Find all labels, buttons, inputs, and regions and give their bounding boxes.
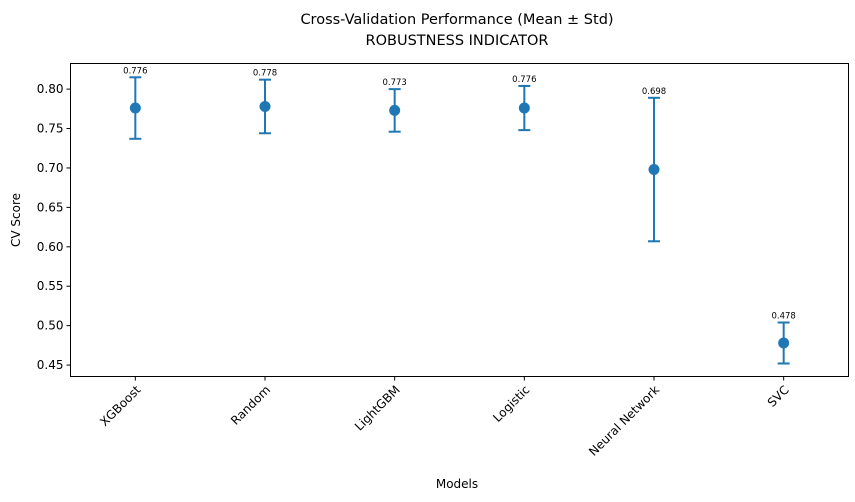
x-axis-label: Models: [436, 477, 478, 491]
y-tick-label: 0.75: [37, 122, 64, 136]
y-tick-label: 0.65: [37, 200, 64, 214]
data-label: 0.776: [512, 75, 536, 85]
y-tick-label: 0.50: [37, 319, 64, 333]
x-tick-label: Logistic: [490, 383, 532, 425]
y-axis: 0.45 0.50 0.55 0.60 0.65 0.70 0.75 0.80: [37, 82, 71, 372]
x-tick-label: Neural Network: [586, 383, 662, 459]
x-tick-label: XGBoost: [97, 383, 143, 429]
data-label: 0.478: [771, 311, 795, 321]
y-axis-label: CV Score: [9, 193, 23, 247]
x-tick-label: SVC: [765, 383, 792, 410]
error-bar-series: 0.776 0.778 0.773 0.776 0.698 0.478: [123, 66, 796, 365]
mean-point: [778, 337, 790, 349]
mean-point: [389, 104, 401, 116]
mean-point: [518, 102, 530, 114]
x-tick-label: LightGBM: [352, 383, 403, 434]
mean-point: [259, 100, 271, 112]
x-tick-label: Random: [228, 383, 273, 428]
mean-point: [129, 102, 141, 114]
chart-title: Cross-Validation Performance (Mean ± Std…: [300, 12, 613, 28]
data-label: 0.778: [253, 69, 277, 79]
y-tick-label: 0.60: [37, 240, 64, 254]
chart-subtitle: ROBUSTNESS INDICATOR: [366, 33, 549, 49]
y-tick-label: 0.45: [37, 358, 64, 372]
x-axis: XGBoost Random LightGBM Logistic Neural Netw…: [97, 376, 792, 459]
y-tick-label: 0.70: [37, 161, 64, 175]
y-tick-label: 0.80: [37, 82, 64, 96]
mean-point: [648, 164, 660, 176]
plot-area-frame: [70, 63, 849, 377]
data-label: 0.773: [382, 78, 406, 88]
data-label: 0.776: [123, 66, 147, 76]
data-label: 0.698: [642, 87, 666, 97]
y-tick-label: 0.55: [37, 279, 64, 293]
